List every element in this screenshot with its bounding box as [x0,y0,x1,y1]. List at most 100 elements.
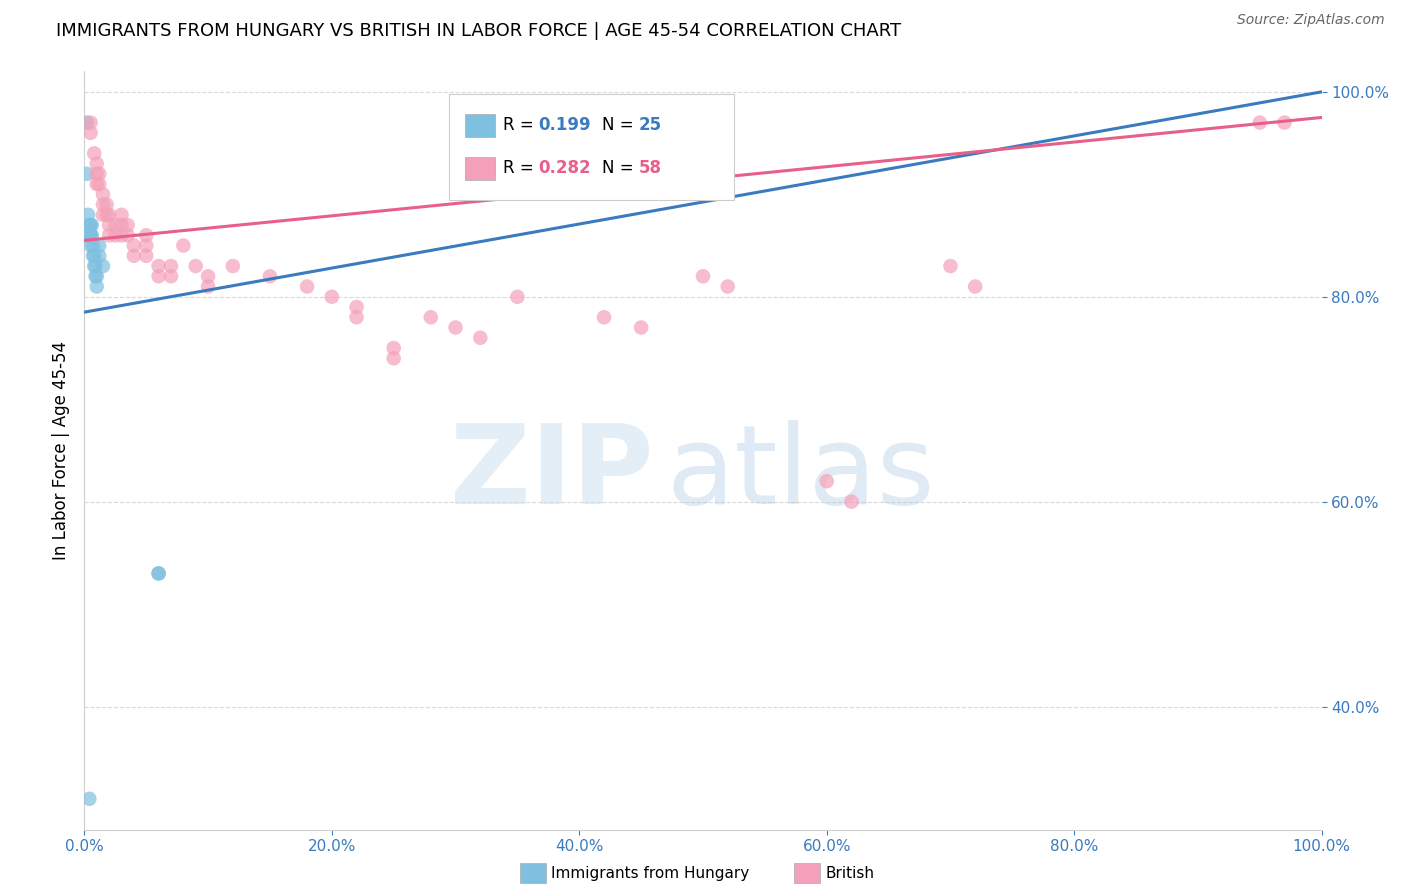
Point [96,208,118,222]
Point [382,341,405,355]
Point [98,208,121,222]
Point [86,279,108,293]
Point [89,249,111,263]
Point [82,238,104,252]
Point [91,197,114,211]
Point [76,167,98,181]
Point [259,269,281,284]
Point [382,351,405,366]
Text: ZIP: ZIP [450,420,654,526]
Point [135,228,157,243]
Point [197,269,219,284]
Point [444,320,467,334]
Point [86,167,108,181]
Point [135,238,157,252]
Point [815,474,838,488]
Point [76,115,98,129]
Point [160,259,183,273]
Point [86,156,108,170]
Point [77,208,100,222]
Point [470,331,492,345]
Point [841,494,863,508]
FancyBboxPatch shape [450,95,734,201]
Point [104,228,127,243]
Point [89,238,111,252]
Point [1249,115,1271,129]
Y-axis label: In Labor Force | Age 45-54: In Labor Force | Age 45-54 [52,341,70,560]
Text: N =: N = [602,116,638,134]
Point [84,269,107,284]
Point [79,228,101,243]
Point [79,126,101,140]
Point [593,310,616,325]
Point [110,228,132,243]
Point [80,218,103,232]
Text: atlas: atlas [666,420,935,526]
Text: Source: ZipAtlas.com: Source: ZipAtlas.com [1237,13,1385,28]
Point [197,279,219,293]
Point [91,208,114,222]
Point [184,259,207,273]
Point [79,228,101,243]
Bar [465,114,495,136]
Text: IMMIGRANTS FROM HUNGARY VS BRITISH IN LABOR FORCE | AGE 45-54 CORRELATION CHART: IMMIGRANTS FROM HUNGARY VS BRITISH IN LA… [56,22,901,40]
Point [98,218,121,232]
Point [122,249,145,263]
Point [506,290,529,304]
Point [104,218,127,232]
Point [79,238,101,252]
Point [222,259,245,273]
Point [96,197,118,211]
Point [82,249,104,263]
Point [148,566,170,581]
Point [692,269,714,284]
Point [79,218,101,232]
Point [160,269,183,284]
Point [110,218,132,232]
Bar [465,157,495,180]
Point [83,259,105,273]
Point [419,310,441,325]
Point [80,228,103,243]
Point [321,290,343,304]
Text: R =: R = [502,160,538,178]
Point [346,310,368,325]
Point [965,279,987,293]
Point [717,279,740,293]
Point [86,177,108,191]
Point [117,228,139,243]
Point [295,279,318,293]
Point [346,300,368,314]
Point [172,238,194,252]
Point [91,259,114,273]
Text: 25: 25 [638,116,662,134]
Text: 58: 58 [638,160,662,178]
Text: R =: R = [502,116,538,134]
Point [110,208,132,222]
Point [79,228,101,243]
Point [89,167,111,181]
Point [79,792,101,806]
Text: Immigrants from Hungary: Immigrants from Hungary [551,866,749,880]
Point [83,146,105,161]
Point [1274,115,1296,129]
Point [148,259,170,273]
Point [939,259,962,273]
Point [122,238,145,252]
Point [98,228,121,243]
Point [148,566,170,581]
Point [630,320,652,334]
Text: N =: N = [602,160,638,178]
Point [84,259,107,273]
Point [135,249,157,263]
Point [83,249,105,263]
Text: 0.199: 0.199 [538,116,591,134]
Point [79,218,101,232]
Point [89,177,111,191]
Text: 0.282: 0.282 [538,160,591,178]
Point [117,218,139,232]
Text: British: British [825,866,875,880]
Point [86,269,108,284]
Point [79,115,101,129]
Point [91,187,114,202]
